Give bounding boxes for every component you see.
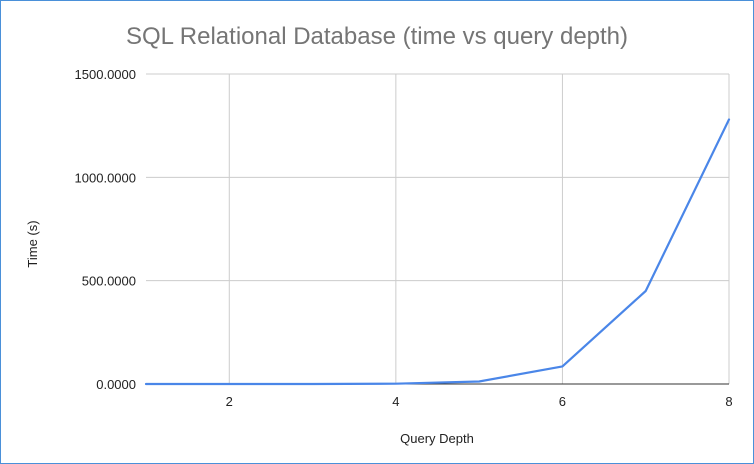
y-tick-label: 500.0000 <box>82 274 136 289</box>
y-tick-label: 1000.0000 <box>75 170 136 185</box>
y-tick-label: 1500.0000 <box>75 67 136 82</box>
grid-lines <box>146 73 730 385</box>
x-tick-label: 4 <box>392 394 399 409</box>
series-layer <box>144 118 731 386</box>
y-tick-label: 0.0000 <box>96 377 136 392</box>
tick-labels: 2 4 6 8 0.0000 500.0000 1000.0000 1500.0000 <box>75 67 733 409</box>
y-axis-label: Time (s) <box>25 220 40 267</box>
x-tick-label: 6 <box>559 394 566 409</box>
x-tick-label: 8 <box>725 394 732 409</box>
series-line-0 <box>144 118 731 386</box>
x-axis-label: Query Depth <box>400 431 474 446</box>
chart-title: SQL Relational Database (time vs query d… <box>125 23 629 50</box>
x-tick-label: 2 <box>226 394 233 409</box>
